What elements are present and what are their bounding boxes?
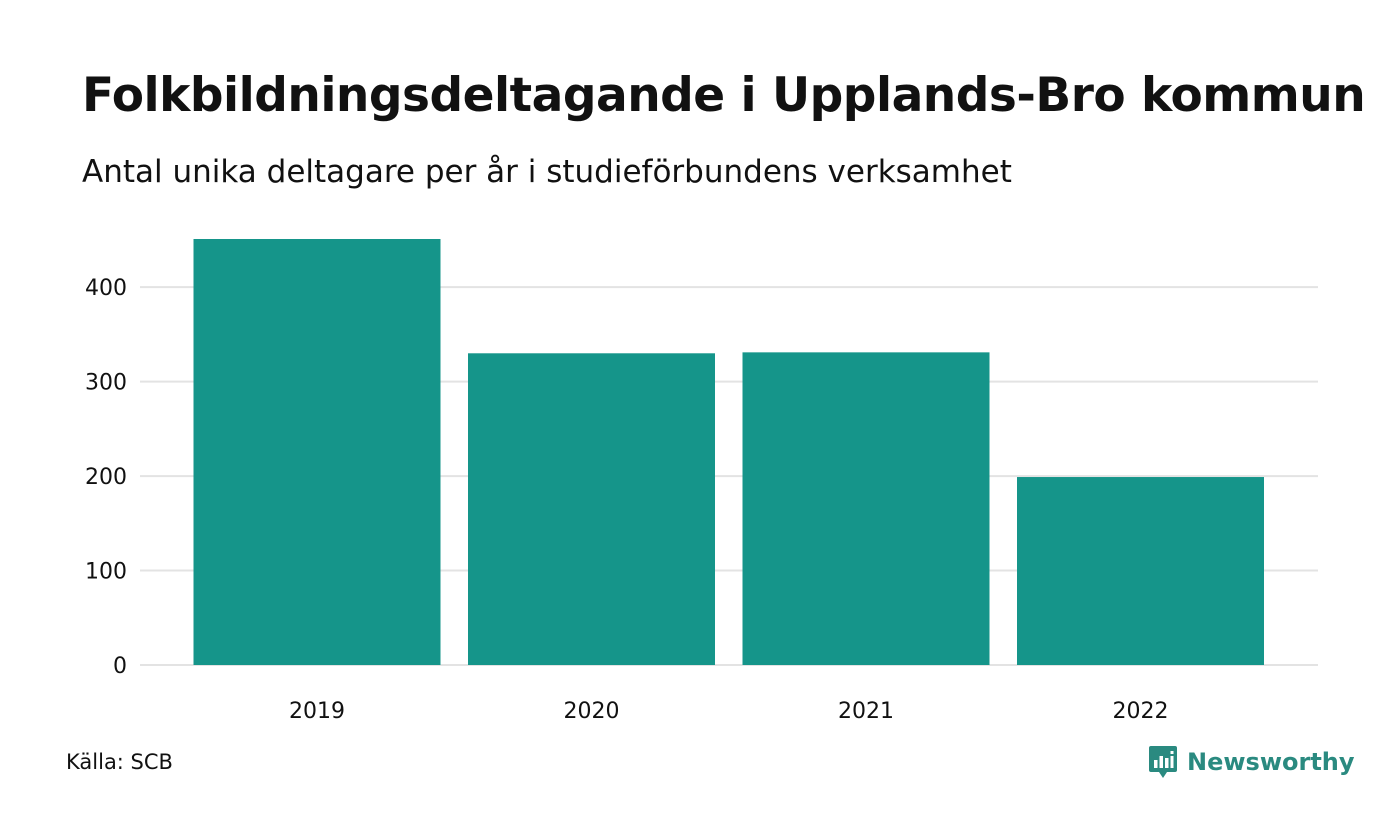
y-axis-ticks: 0 100 200 300 400 — [85, 276, 127, 679]
y-tick-label: 200 — [85, 465, 127, 490]
brand-logo: Newsworthy — [1148, 743, 1355, 781]
x-tick-label: 2019 — [289, 699, 345, 724]
bar-2021 — [742, 352, 990, 665]
chart-title: Folkbildningsdeltagande i Upplands-Bro k… — [82, 68, 1366, 123]
x-axis-ticks: 2019 2020 2021 2022 — [289, 699, 1169, 724]
y-tick-label: 300 — [85, 371, 127, 396]
y-tick-label: 100 — [85, 560, 127, 585]
x-tick-label: 2020 — [564, 699, 620, 724]
x-tick-label: 2021 — [838, 699, 894, 724]
y-tick-label: 0 — [113, 654, 127, 679]
source-note: Källa: SCB — [66, 750, 173, 774]
x-tick-label: 2022 — [1113, 699, 1169, 724]
y-tick-label: 400 — [85, 276, 127, 301]
chart-subtitle: Antal unika deltagare per år i studieför… — [82, 154, 1012, 190]
bar-2022 — [1017, 477, 1264, 665]
bar-2020 — [468, 353, 715, 665]
newsworthy-logo-icon — [1149, 746, 1177, 778]
brand-name: Newsworthy — [1187, 748, 1355, 776]
bars — [193, 239, 1264, 665]
bar-2019 — [193, 239, 441, 665]
